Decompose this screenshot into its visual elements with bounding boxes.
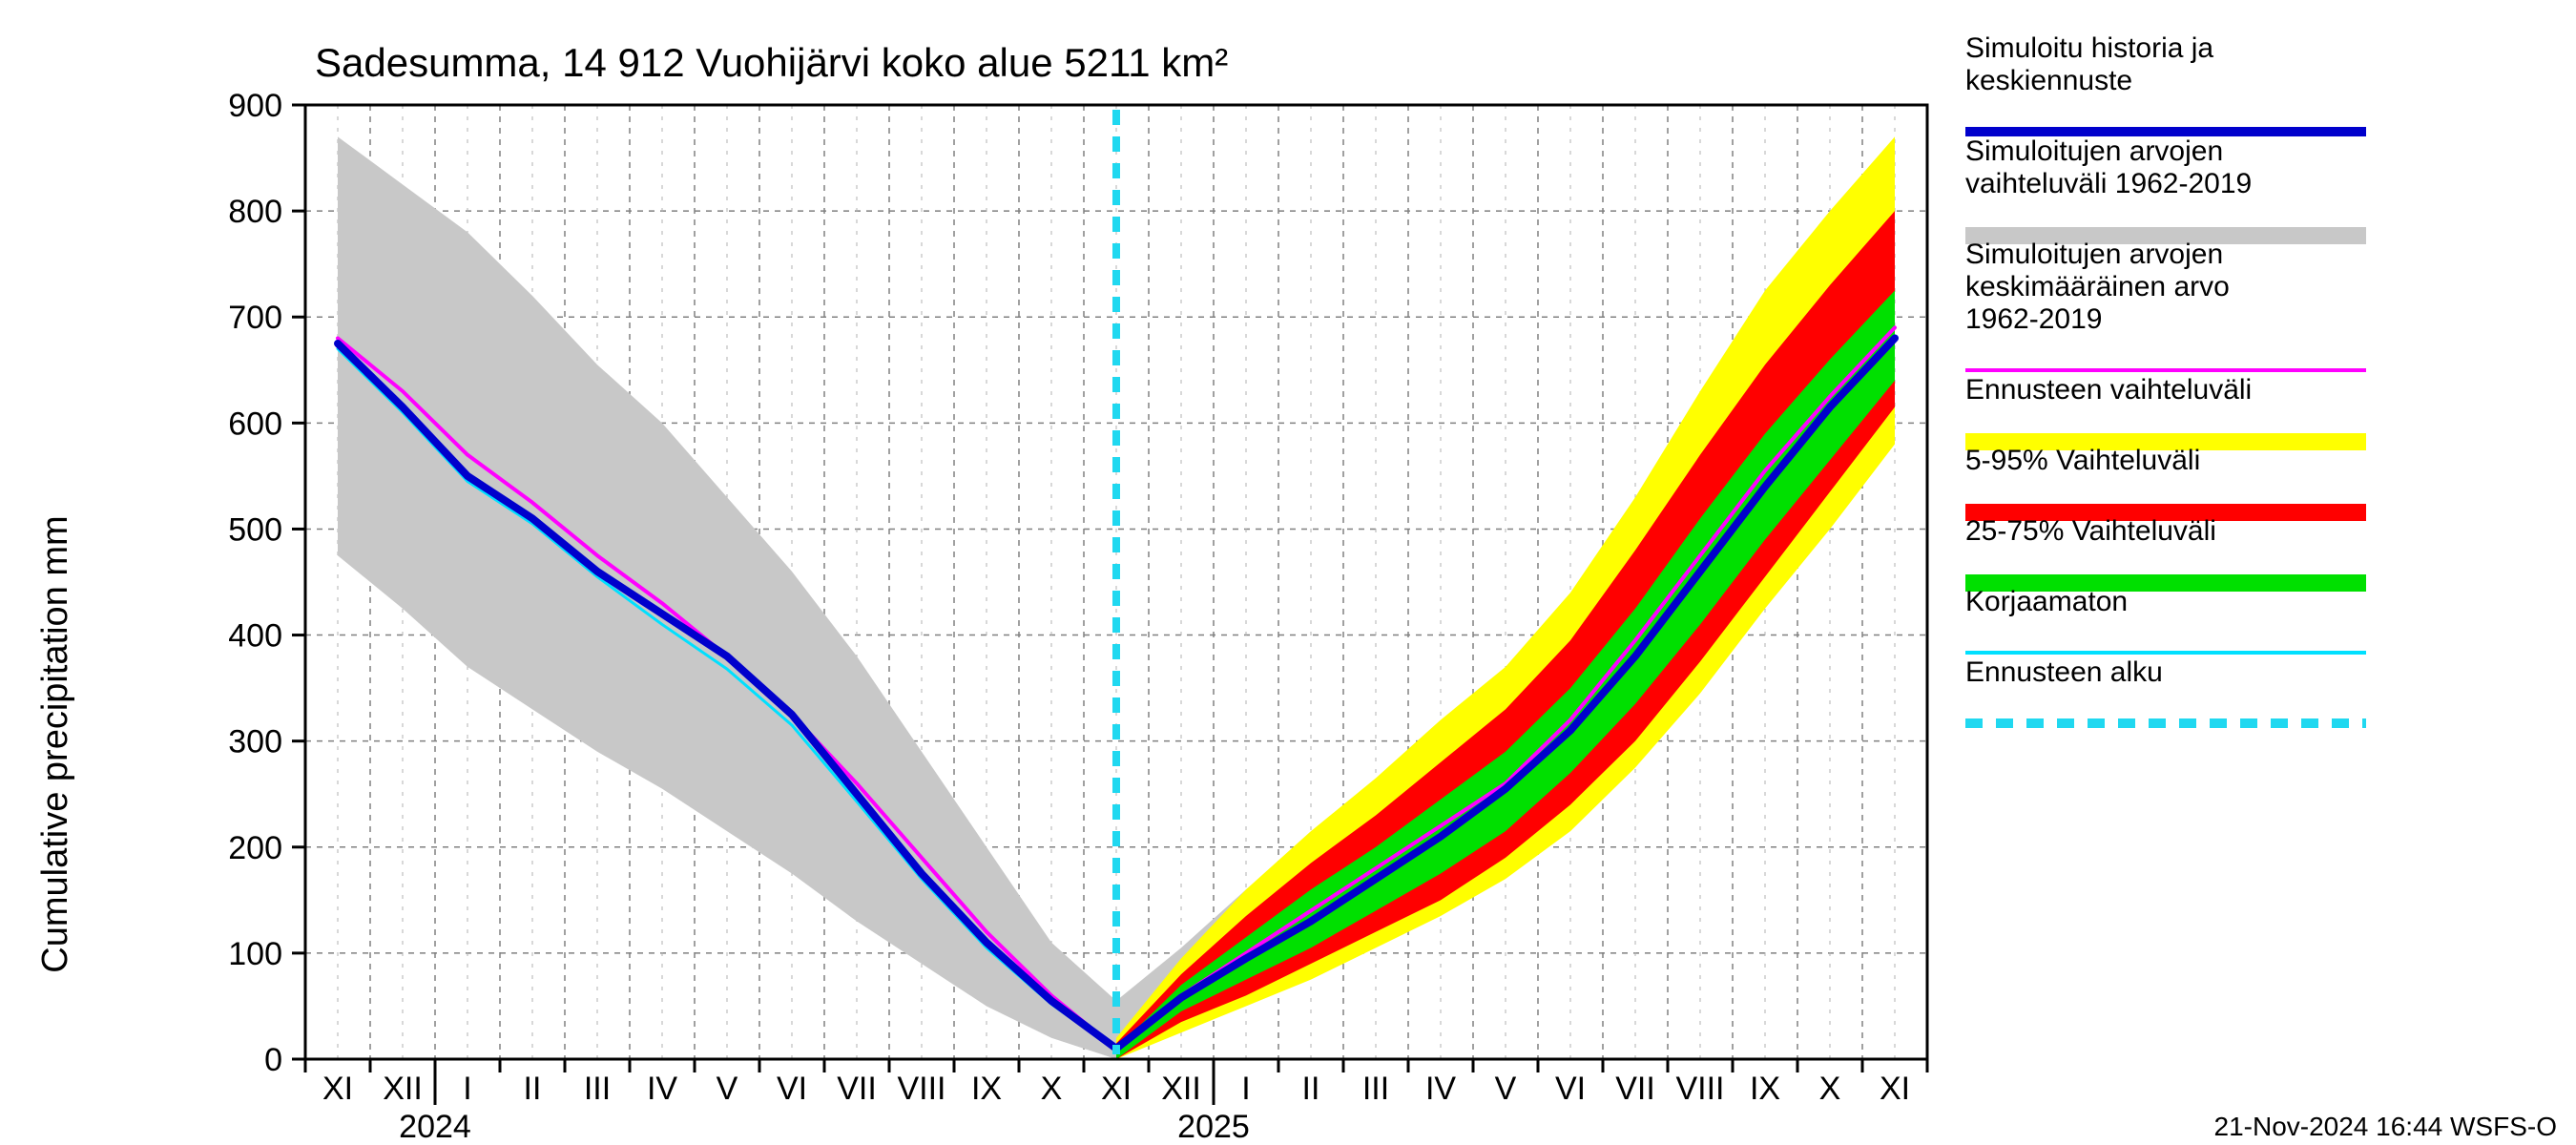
x-tick-month: VIII bbox=[1675, 1071, 1724, 1107]
x-tick-month: VII bbox=[1615, 1071, 1655, 1107]
y-tick: 700 bbox=[228, 300, 282, 336]
x-tick-month: I bbox=[463, 1071, 471, 1107]
x-tick-month: II bbox=[1302, 1071, 1320, 1107]
x-tick-month: XII bbox=[1161, 1071, 1201, 1107]
legend-label: vaihteluväli 1962-2019 bbox=[1965, 168, 2252, 199]
x-tick-month: VII bbox=[837, 1071, 877, 1107]
y-axis-label: Cumulative precipitation mm bbox=[35, 515, 75, 972]
y-tick: 0 bbox=[264, 1042, 282, 1078]
chart-svg: Sadesumma, 14 912 Vuohijärvi koko alue 5… bbox=[0, 0, 2576, 1145]
y-tick: 800 bbox=[228, 194, 282, 230]
x-tick-month: XII bbox=[383, 1071, 423, 1107]
legend-label: Ennusteen alku bbox=[1965, 656, 2163, 688]
legend-label: keskimääräinen arvo bbox=[1965, 271, 2230, 302]
x-tick-year: 2024 bbox=[399, 1109, 471, 1145]
y-tick: 900 bbox=[228, 88, 282, 124]
y-tick: 600 bbox=[228, 406, 282, 442]
x-tick-month: III bbox=[1362, 1071, 1389, 1107]
x-tick-month: VIII bbox=[897, 1071, 945, 1107]
y-tick: 100 bbox=[228, 936, 282, 972]
x-tick-month: I bbox=[1241, 1071, 1250, 1107]
x-tick-month: XI bbox=[1880, 1071, 1910, 1107]
legend-label: Simuloitujen arvojen bbox=[1965, 239, 2223, 270]
x-tick-year: 2025 bbox=[1177, 1109, 1250, 1145]
x-tick-month: IX bbox=[1750, 1071, 1780, 1107]
legend-label: keskiennuste bbox=[1965, 65, 2132, 96]
x-tick-month: VI bbox=[777, 1071, 807, 1107]
y-tick: 400 bbox=[228, 618, 282, 655]
x-tick-month: XI bbox=[322, 1071, 353, 1107]
y-tick: 200 bbox=[228, 830, 282, 866]
chart-title: Sadesumma, 14 912 Vuohijärvi koko alue 5… bbox=[315, 40, 1228, 85]
x-tick-month: V bbox=[717, 1071, 738, 1107]
legend-label: Korjaamaton bbox=[1965, 586, 2128, 617]
legend-label: 5-95% Vaihteluväli bbox=[1965, 445, 2200, 476]
legend-label: Ennusteen vaihteluväli bbox=[1965, 374, 2252, 406]
y-tick: 500 bbox=[228, 511, 282, 548]
x-tick-month: III bbox=[584, 1071, 611, 1107]
y-tick: 300 bbox=[228, 724, 282, 760]
legend-label: 1962-2019 bbox=[1965, 303, 2102, 335]
x-tick-month: X bbox=[1041, 1071, 1063, 1107]
legend-label: Simuloitu historia ja bbox=[1965, 32, 2213, 64]
x-tick-month: IX bbox=[971, 1071, 1002, 1107]
x-tick-month: IV bbox=[647, 1071, 677, 1107]
x-tick-month: VI bbox=[1555, 1071, 1586, 1107]
x-tick-month: XI bbox=[1101, 1071, 1132, 1107]
legend-label: Simuloitujen arvojen bbox=[1965, 135, 2223, 167]
x-tick-month: X bbox=[1819, 1071, 1841, 1107]
x-tick-month: II bbox=[524, 1071, 542, 1107]
x-tick-month: IV bbox=[1425, 1071, 1456, 1107]
legend-label: 25-75% Vaihteluväli bbox=[1965, 515, 2216, 547]
chart-root: Sadesumma, 14 912 Vuohijärvi koko alue 5… bbox=[0, 0, 2576, 1145]
x-tick-month: V bbox=[1495, 1071, 1517, 1107]
footer-timestamp: 21-Nov-2024 16:44 WSFS-O bbox=[2214, 1112, 2558, 1141]
